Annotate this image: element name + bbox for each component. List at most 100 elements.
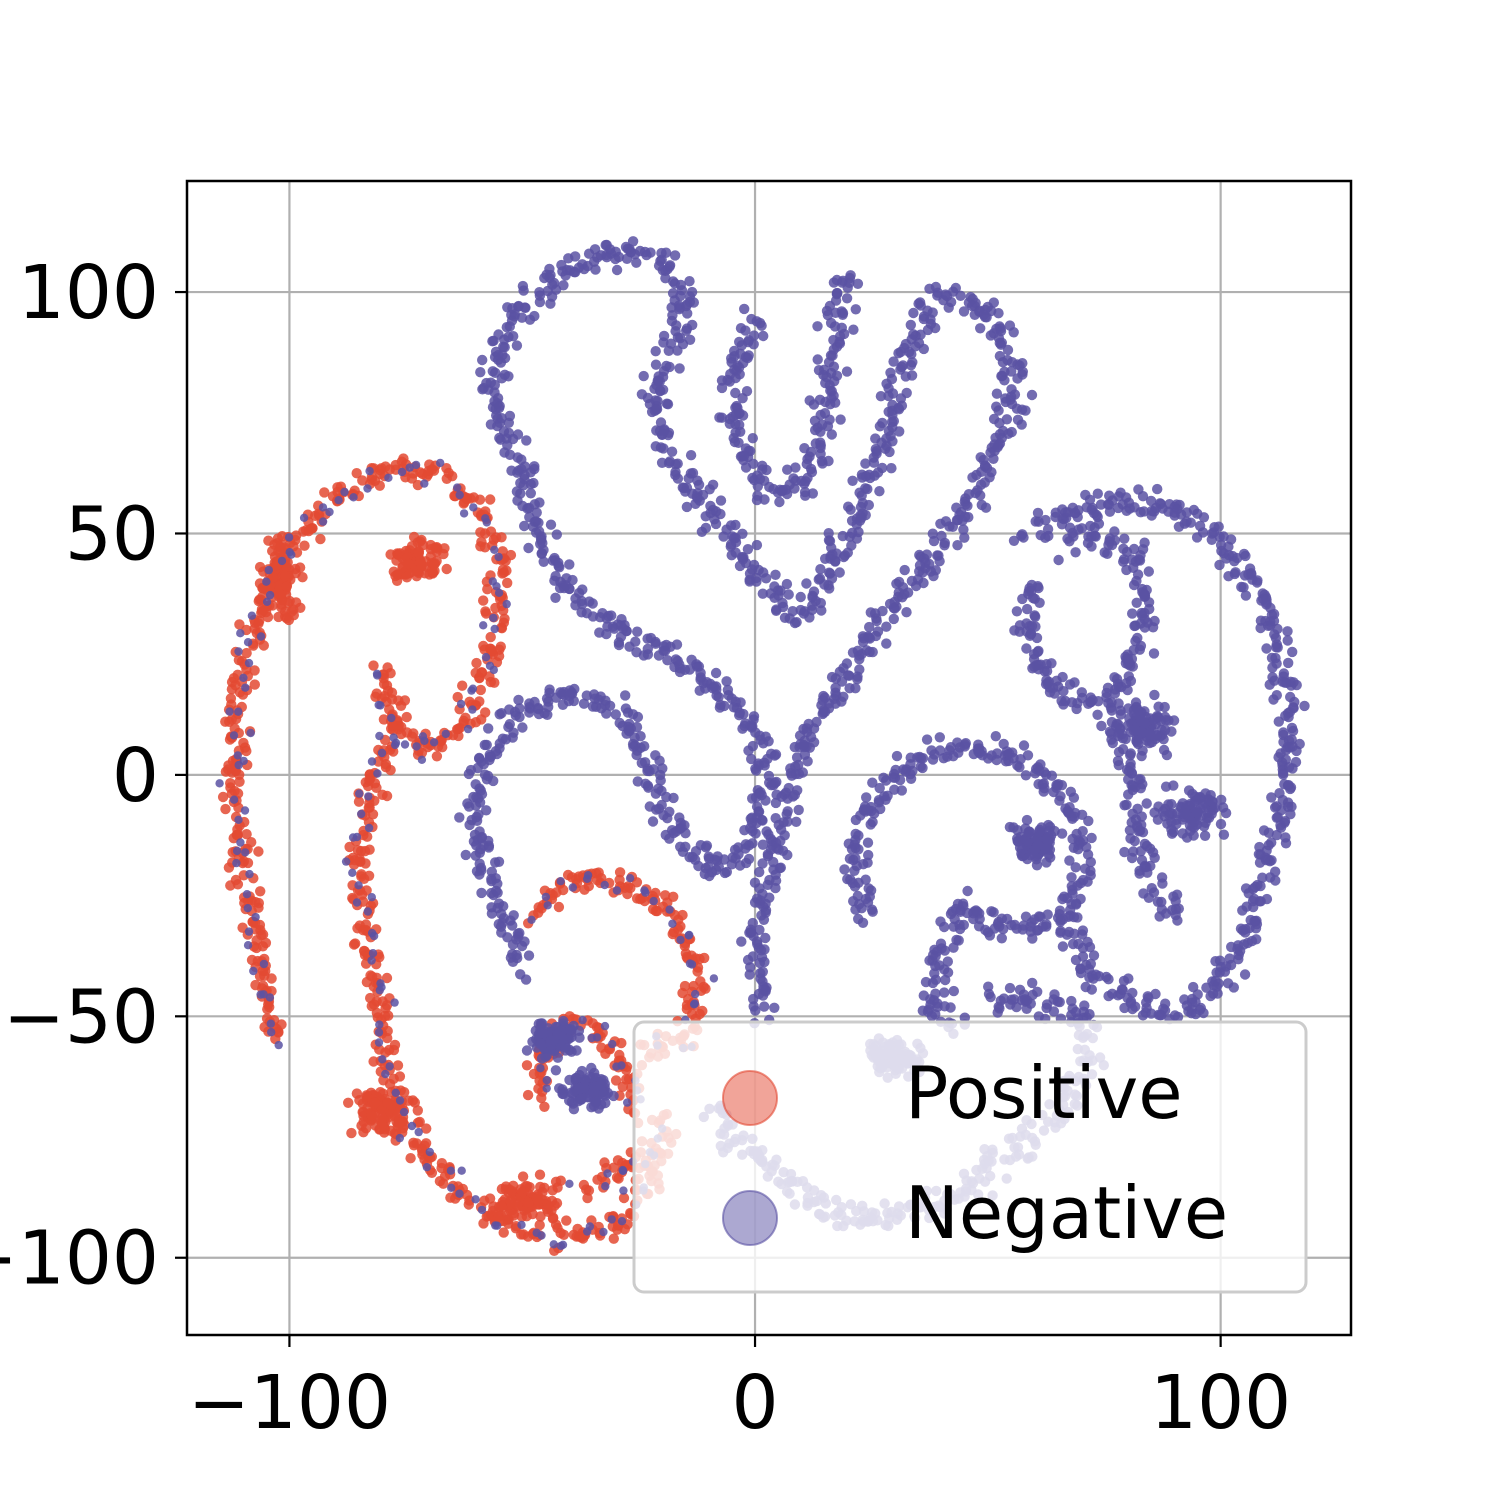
data-point (763, 770, 775, 782)
data-point (584, 596, 595, 607)
data-point (1268, 615, 1280, 627)
data-point (1056, 695, 1067, 707)
data-point (1175, 801, 1186, 812)
data-point (372, 669, 382, 678)
data-point (714, 412, 725, 423)
data-point (640, 886, 649, 895)
data-point (612, 886, 622, 895)
data-point (742, 544, 754, 555)
data-point (759, 760, 770, 771)
data-point (1265, 602, 1276, 614)
data-point (604, 700, 616, 711)
data-point (1017, 358, 1028, 369)
data-point (542, 1075, 551, 1085)
data-point (638, 370, 649, 382)
data-point (863, 499, 874, 511)
data-point (781, 578, 793, 590)
data-point (493, 856, 505, 867)
data-point (1112, 678, 1124, 690)
data-point (841, 293, 853, 304)
data-point (692, 966, 703, 977)
data-point (727, 531, 738, 542)
data-point (1075, 877, 1087, 889)
data-point (242, 890, 252, 899)
data-point (1143, 892, 1155, 903)
data-point (245, 869, 254, 879)
data-point (391, 1088, 400, 1098)
data-point (232, 846, 242, 856)
data-point (1016, 404, 1028, 415)
data-point (771, 605, 782, 616)
data-point (1075, 963, 1086, 974)
data-point (900, 338, 912, 350)
data-point (529, 310, 540, 322)
data-point (846, 540, 857, 551)
data-point (823, 528, 834, 539)
data-point (1035, 530, 1046, 541)
data-point (475, 684, 486, 696)
data-point (834, 338, 846, 349)
data-point (758, 914, 770, 925)
data-point (894, 426, 905, 437)
data-point (685, 450, 697, 461)
data-point (1223, 541, 1234, 552)
data-point (1119, 800, 1130, 811)
data-point (824, 567, 835, 578)
data-point (623, 1104, 634, 1115)
data-point (613, 637, 625, 648)
data-point (871, 615, 882, 627)
data-point (759, 1001, 770, 1012)
data-point (620, 690, 631, 701)
data-point (1021, 643, 1032, 654)
data-point (516, 1211, 528, 1222)
data-point (394, 1071, 406, 1082)
data-point (1271, 829, 1283, 841)
data-point (891, 750, 903, 762)
data-point (517, 1220, 526, 1230)
data-point (441, 729, 450, 739)
data-point (1126, 852, 1138, 864)
data-point (656, 799, 667, 811)
data-point (1080, 981, 1091, 993)
data-point (482, 584, 493, 595)
data-point (581, 608, 592, 619)
data-point (718, 531, 729, 542)
data-point (584, 1071, 595, 1083)
data-point (353, 796, 365, 807)
data-point (501, 322, 512, 333)
data-point (1118, 556, 1129, 567)
data-point (835, 414, 846, 425)
data-point (1064, 855, 1075, 866)
data-point (920, 976, 932, 988)
data-point (998, 993, 1010, 1004)
data-point (745, 924, 756, 935)
data-point (845, 504, 856, 515)
legend-marker-positive (722, 1070, 778, 1126)
data-point (896, 400, 908, 411)
data-point (581, 1184, 592, 1195)
data-point (1210, 956, 1221, 967)
data-point (817, 695, 828, 706)
data-point (549, 552, 560, 564)
data-point (481, 739, 492, 751)
data-point (654, 376, 665, 387)
data-point (538, 556, 549, 567)
data-point (262, 577, 271, 586)
data-point (729, 345, 740, 357)
data-point (1268, 694, 1279, 705)
data-point (760, 898, 771, 909)
data-point (376, 1112, 388, 1124)
data-point (479, 621, 488, 630)
data-point (534, 1028, 546, 1039)
data-point (920, 557, 931, 568)
data-point (1132, 569, 1144, 580)
data-point (618, 1165, 627, 1175)
data-point (650, 905, 661, 917)
data-point (874, 486, 885, 497)
data-point (670, 459, 681, 470)
data-point (662, 655, 673, 666)
data-point (744, 969, 755, 980)
data-point (947, 906, 958, 917)
data-point (595, 250, 607, 261)
data-point (1214, 559, 1225, 571)
